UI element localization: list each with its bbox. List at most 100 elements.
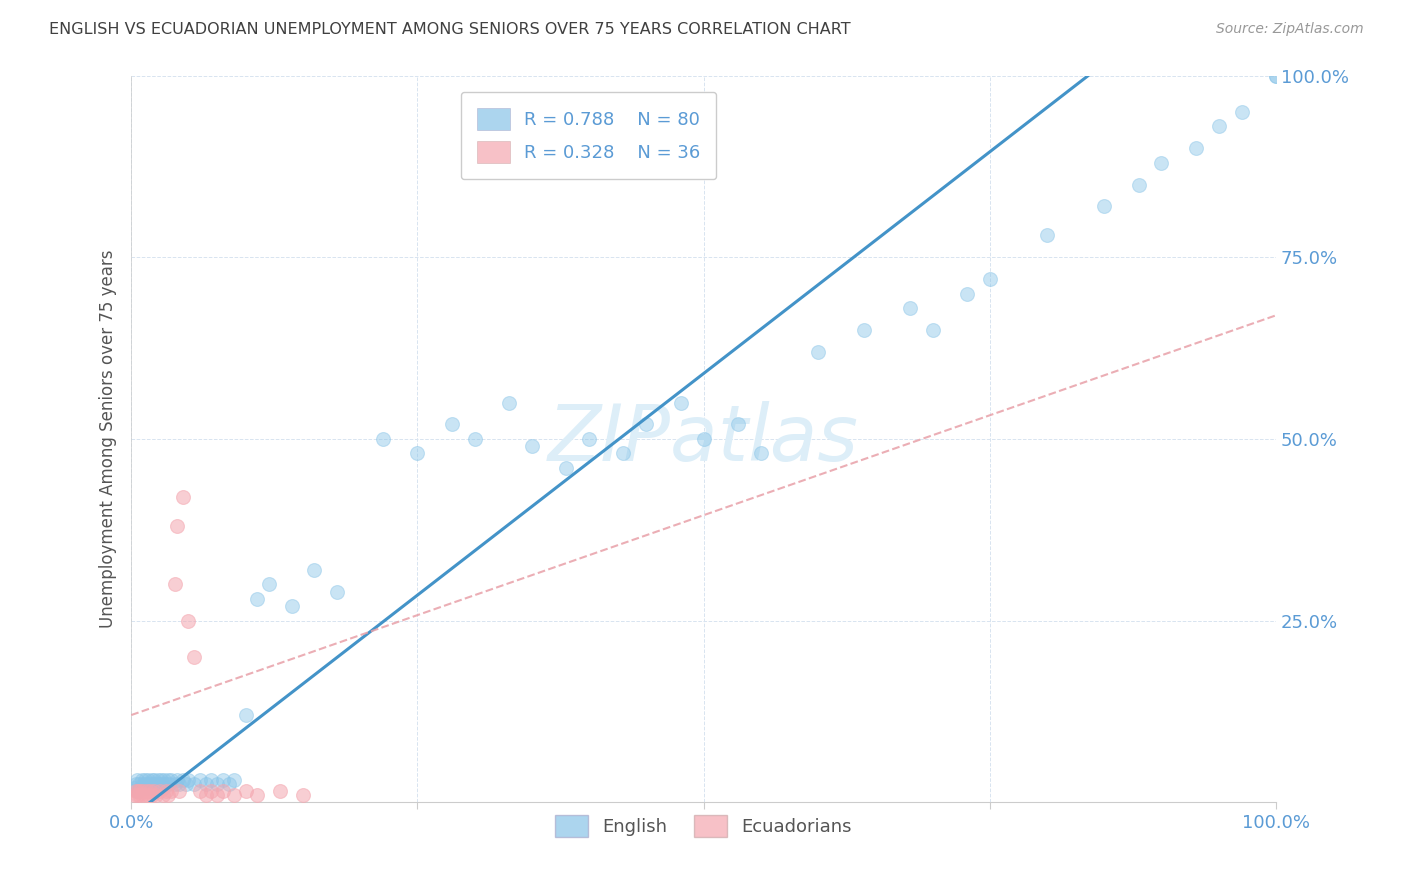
Point <box>235 784 257 798</box>
Point <box>211 784 233 798</box>
Point <box>224 788 246 802</box>
Point <box>291 788 314 802</box>
Point <box>166 773 188 788</box>
Point <box>156 773 179 788</box>
Point <box>727 417 749 432</box>
Point <box>1208 120 1230 134</box>
Point <box>205 788 228 802</box>
Point <box>122 780 145 795</box>
Point <box>122 788 145 802</box>
Point <box>1128 178 1150 192</box>
Point <box>128 777 150 791</box>
Point <box>235 708 257 723</box>
Point <box>166 519 188 533</box>
Point <box>1185 141 1208 155</box>
Point <box>128 788 150 802</box>
Point <box>149 784 172 798</box>
Point <box>183 777 205 791</box>
Point <box>211 773 233 788</box>
Point <box>129 784 152 798</box>
Point <box>194 777 217 791</box>
Point <box>498 395 520 409</box>
Text: ZIPatlas: ZIPatlas <box>548 401 859 477</box>
Point <box>979 272 1001 286</box>
Point <box>141 788 163 802</box>
Point <box>155 777 177 791</box>
Point <box>464 432 486 446</box>
Point <box>520 439 543 453</box>
Point <box>194 788 217 802</box>
Point <box>152 780 174 795</box>
Point <box>269 784 291 798</box>
Point <box>138 788 160 802</box>
Point <box>749 446 772 460</box>
Point <box>125 788 148 802</box>
Point <box>246 591 269 606</box>
Point <box>1230 104 1253 119</box>
Point <box>136 784 159 798</box>
Point <box>163 577 186 591</box>
Point <box>134 773 156 788</box>
Point <box>141 773 163 788</box>
Point <box>134 788 156 802</box>
Point <box>218 777 240 791</box>
Point <box>200 773 222 788</box>
Point <box>148 777 170 791</box>
Point <box>132 780 155 795</box>
Point <box>406 446 429 460</box>
Point <box>131 777 153 791</box>
Point <box>129 780 152 795</box>
Point <box>155 784 177 798</box>
Point <box>127 784 149 798</box>
Point <box>807 344 830 359</box>
Point <box>163 777 186 791</box>
Point <box>149 780 172 795</box>
Point <box>160 773 183 788</box>
Point <box>280 599 302 613</box>
Point <box>169 784 191 798</box>
Point <box>177 614 200 628</box>
Point <box>142 777 165 791</box>
Point <box>257 577 280 591</box>
Point <box>1265 69 1288 83</box>
Point <box>131 788 153 802</box>
Legend: English, Ecuadorians: English, Ecuadorians <box>548 807 859 844</box>
Point <box>143 777 166 791</box>
Point <box>224 773 246 788</box>
Point <box>669 395 692 409</box>
Point <box>138 777 160 791</box>
Point <box>145 780 167 795</box>
Point <box>898 301 921 315</box>
Point <box>1092 199 1115 213</box>
Y-axis label: Unemployment Among Seniors over 75 years: Unemployment Among Seniors over 75 years <box>100 250 117 628</box>
Point <box>1265 69 1288 83</box>
Point <box>172 490 194 504</box>
Point <box>150 777 173 791</box>
Point <box>636 417 658 432</box>
Point <box>157 777 180 791</box>
Point <box>131 784 153 798</box>
Point <box>578 432 600 446</box>
Point <box>304 563 326 577</box>
Point <box>1150 155 1173 169</box>
Point <box>153 773 176 788</box>
Point <box>169 777 191 791</box>
Point <box>146 773 169 788</box>
Point <box>852 323 875 337</box>
Point <box>139 780 162 795</box>
Point <box>1036 228 1059 243</box>
Point <box>145 788 167 802</box>
Point <box>135 777 157 791</box>
Point <box>150 773 173 788</box>
Point <box>555 461 578 475</box>
Point <box>127 784 149 798</box>
Text: ENGLISH VS ECUADORIAN UNEMPLOYMENT AMONG SENIORS OVER 75 YEARS CORRELATION CHART: ENGLISH VS ECUADORIAN UNEMPLOYMENT AMONG… <box>49 22 851 37</box>
Point <box>174 777 197 791</box>
Point <box>612 446 634 460</box>
Point <box>152 788 174 802</box>
Point <box>138 773 160 788</box>
Point <box>143 784 166 798</box>
Point <box>172 773 194 788</box>
Point <box>200 784 222 798</box>
Point <box>125 777 148 791</box>
